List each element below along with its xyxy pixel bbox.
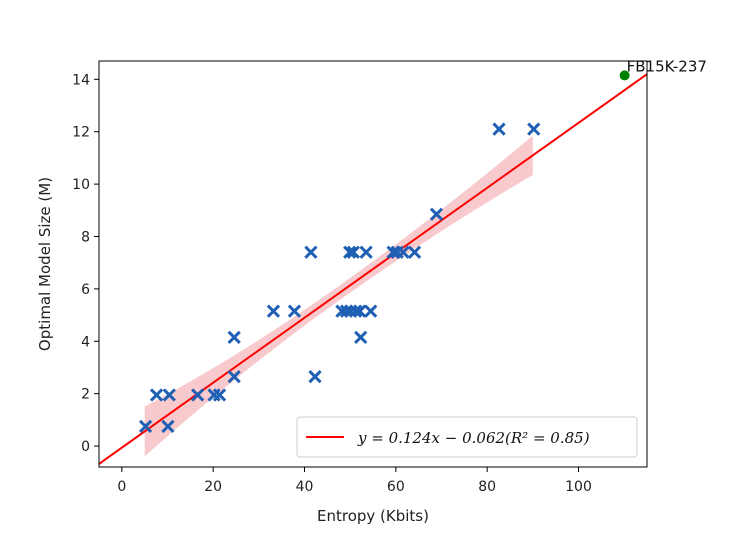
y-tick-label: 4	[81, 334, 90, 350]
x-tick-label: 100	[565, 479, 592, 495]
data-point	[149, 388, 164, 402]
y-tick-label: 2	[81, 387, 90, 403]
confidence-band-layer	[144, 135, 533, 457]
highlight-point	[619, 70, 630, 81]
data-point	[212, 388, 227, 402]
highlight-point-label: FB15K-237	[627, 57, 707, 75]
y-tick-label: 8	[81, 229, 90, 245]
legend: y = 0.124x − 0.062(R² = 0.85)	[296, 416, 638, 458]
x-tick-label: 20	[204, 479, 222, 495]
x-axis-label: Entropy (Kbits)	[317, 507, 429, 525]
y-tick-label: 14	[72, 72, 90, 88]
regression-line-layer	[98, 73, 648, 465]
data-point	[162, 388, 176, 402]
x-tick-label: 80	[478, 479, 496, 495]
plot-frame	[98, 60, 648, 468]
data-point	[429, 207, 444, 221]
y-axis-ticks: 0 2 4 6 8 10 12 14	[72, 72, 99, 455]
data-point	[287, 304, 302, 318]
y-tick-label: 12	[72, 125, 90, 141]
data-points-layer	[138, 122, 541, 434]
x-tick-label: 0	[117, 479, 126, 495]
data-point	[227, 370, 241, 384]
y-tick-label: 0	[81, 439, 90, 455]
data-point	[346, 245, 360, 259]
y-axis-label: Optimal Model Size (M)	[36, 177, 54, 351]
data-point	[191, 388, 205, 402]
data-point	[308, 370, 322, 384]
x-tick-label: 60	[387, 479, 405, 495]
data-point	[407, 245, 422, 259]
legend-label: y = 0.124x − 0.062(R² = 0.85)	[357, 429, 590, 447]
data-point	[527, 122, 541, 136]
regression-line	[98, 73, 648, 465]
x-tick-label: 40	[296, 479, 314, 495]
data-point	[266, 304, 281, 318]
data-point	[359, 245, 373, 259]
data-point	[492, 122, 506, 136]
data-point	[396, 245, 410, 259]
y-tick-label: 10	[72, 177, 90, 193]
data-point	[227, 330, 241, 344]
data-point	[343, 245, 357, 259]
y-tick-label: 6	[81, 282, 90, 298]
confidence-band	[144, 135, 533, 457]
x-axis-ticks: 0 20 40 60 80 100	[117, 467, 592, 495]
data-point	[138, 419, 153, 434]
data-point	[161, 419, 175, 434]
data-point	[304, 245, 318, 259]
data-point	[364, 304, 378, 318]
data-point	[353, 304, 367, 318]
data-point	[354, 330, 368, 344]
legend-box	[296, 416, 638, 458]
